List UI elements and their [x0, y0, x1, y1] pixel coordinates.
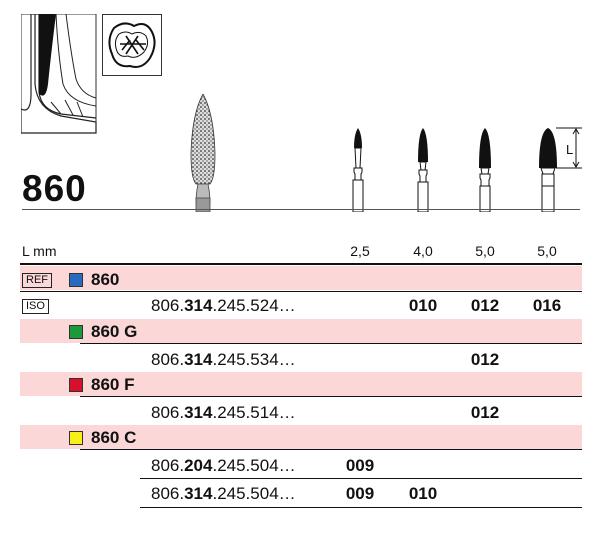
model-number: 860	[22, 168, 87, 209]
bur-profile-illustration	[21, 14, 97, 134]
diamond-bur-illustration	[190, 94, 216, 212]
blue-square-icon	[69, 273, 83, 287]
bur-size-2-5-icon	[352, 128, 364, 212]
variant-label: 860	[91, 270, 120, 289]
iso-code: 806.314.245.524…	[151, 296, 296, 315]
baseline-rule	[22, 209, 580, 210]
iso-size: 012	[470, 296, 500, 315]
green-square-icon	[69, 325, 83, 339]
bur-size-5-0-large-icon	[539, 127, 582, 212]
table-top-rule	[20, 263, 582, 265]
length-value: 4,0	[413, 243, 433, 259]
length-label: L mm	[22, 243, 57, 259]
iso-size: 012	[470, 350, 500, 369]
dimension-label: L	[566, 142, 574, 157]
length-value: 5,0	[475, 243, 495, 259]
iso-size: 009	[345, 456, 375, 475]
iso-size: 010	[408, 296, 438, 315]
row-rule	[80, 343, 582, 344]
variant-row-g	[20, 319, 582, 343]
variant-label: 860 C	[91, 428, 137, 447]
row-rule	[80, 449, 582, 450]
ref-tag: REF	[22, 273, 52, 288]
yellow-square-icon	[69, 431, 83, 445]
iso-code: 806.314.245.504…	[151, 484, 296, 503]
iso-code: 806.314.245.534…	[151, 350, 296, 369]
table-bottom-rule	[140, 507, 582, 508]
red-square-icon	[69, 378, 83, 392]
length-value: 5,0	[537, 243, 557, 259]
iso-code: 806.204.245.504…	[151, 456, 296, 475]
variant-row-c	[20, 425, 582, 449]
tooth-application-icon	[102, 14, 162, 76]
length-value: 2,5	[350, 243, 370, 259]
iso-size: 010	[408, 484, 438, 503]
variant-label: 860 F	[91, 375, 135, 394]
ref-row	[20, 266, 582, 290]
bur-size-4-0-icon	[417, 128, 429, 212]
row-rule	[20, 291, 582, 292]
iso-size: 009	[345, 484, 375, 503]
row-rule	[80, 396, 582, 397]
iso-code: 806.314.245.514…	[151, 403, 296, 422]
variant-label: 860 G	[91, 322, 138, 341]
variant-row-f	[20, 372, 582, 396]
iso-tag: ISO	[22, 299, 49, 314]
iso-size: 016	[532, 296, 562, 315]
row-rule	[140, 478, 582, 479]
bur-size-5-0-icon	[479, 128, 491, 212]
iso-size: 012	[470, 403, 500, 422]
